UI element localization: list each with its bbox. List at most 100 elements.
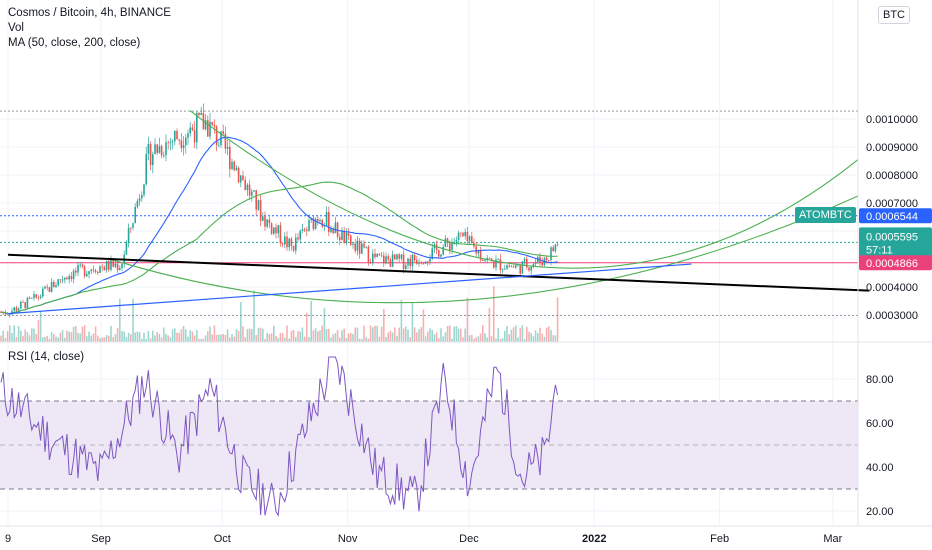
- candle-body: [86, 274, 88, 277]
- volume-bar: [532, 336, 535, 342]
- volume-bar: [323, 308, 326, 342]
- volume-bar: [81, 326, 84, 342]
- candle-body: [57, 279, 59, 286]
- candle-body: [182, 145, 185, 149]
- candle-body: [53, 281, 55, 288]
- candle-body: [354, 243, 356, 251]
- candle-body: [136, 200, 139, 207]
- candle-body: [97, 271, 99, 273]
- candle-body: [77, 264, 79, 273]
- volume-bar: [312, 330, 315, 342]
- candle-body: [6, 314, 9, 316]
- candle-body: [317, 218, 319, 222]
- volume-bar: [387, 332, 389, 342]
- volume-bar: [422, 309, 425, 342]
- volume-bar: [24, 329, 26, 342]
- candle-body: [466, 231, 469, 242]
- rsi-band: [0, 400, 858, 490]
- candle-body: [103, 267, 106, 271]
- candle-body: [446, 238, 449, 244]
- volume-bar: [220, 334, 222, 342]
- volume-bar: [141, 338, 143, 342]
- candle-body: [380, 255, 383, 257]
- candle-body: [196, 112, 198, 143]
- volume-bar: [460, 328, 462, 342]
- candle-body: [512, 266, 515, 268]
- candle-body: [325, 212, 328, 226]
- volume-bar: [400, 299, 403, 342]
- candle-body: [251, 191, 253, 196]
- volume-bar: [299, 331, 301, 342]
- candle-body: [235, 167, 238, 171]
- volume-bar: [402, 328, 405, 342]
- candle-body: [493, 261, 495, 268]
- volume-bar: [380, 326, 383, 342]
- candle-body: [237, 167, 240, 183]
- candle-body: [295, 237, 297, 251]
- candle-body: [61, 279, 64, 281]
- current-price-bg: [859, 227, 932, 258]
- candle-body: [460, 232, 462, 234]
- candle-body: [334, 222, 337, 234]
- volume-bar: [198, 338, 200, 342]
- volume-bar: [292, 330, 295, 342]
- volume-bar: [545, 327, 548, 342]
- candle-body: [290, 238, 293, 247]
- volume-bar: [15, 336, 18, 342]
- volume-bar: [105, 335, 108, 342]
- candle-body: [253, 190, 255, 192]
- candle-body: [556, 244, 559, 246]
- candle-body: [79, 264, 81, 266]
- volume-bar: [66, 330, 68, 342]
- candle-body: [13, 307, 15, 311]
- candle-body: [510, 266, 513, 268]
- candle-body: [297, 237, 299, 240]
- volume-bar: [116, 327, 119, 342]
- volume-bar: [510, 329, 513, 342]
- candle-body: [284, 236, 286, 245]
- candle-body: [495, 259, 497, 268]
- volume-bar: [504, 330, 506, 342]
- candle-body: [427, 261, 429, 263]
- candle-body: [141, 195, 143, 199]
- candle-body: [328, 212, 330, 233]
- candle-body: [138, 198, 141, 201]
- volume-bar: [9, 325, 11, 342]
- volume-bar: [50, 332, 53, 342]
- candle-body: [523, 258, 526, 262]
- volume-bar: [506, 325, 508, 342]
- volume-bar: [147, 331, 150, 342]
- currency-button[interactable]: BTC: [878, 6, 910, 24]
- candle-body: [391, 254, 394, 267]
- candle-body: [209, 121, 211, 137]
- volume-bar: [39, 311, 42, 342]
- volume-bar: [361, 338, 363, 342]
- volume-bar: [72, 326, 75, 342]
- candle-body: [229, 146, 231, 170]
- candle-body: [389, 259, 392, 267]
- volume-bar: [495, 338, 497, 342]
- volume-bar: [207, 331, 209, 342]
- volume-bar: [79, 333, 81, 342]
- candle-body: [449, 243, 451, 250]
- volume-bar: [433, 334, 436, 342]
- candle-body: [301, 229, 304, 231]
- volume-bar: [442, 336, 444, 342]
- volume-bar: [110, 325, 112, 342]
- candle-body: [521, 261, 524, 274]
- candle-body: [167, 142, 169, 144]
- volume-bar: [416, 332, 418, 342]
- rsi-path: [0, 356, 559, 517]
- volume-bar: [345, 338, 348, 342]
- volume-bar: [237, 330, 240, 342]
- rsi-axis-labels: 80.00 60.00 40.00 20.00: [866, 374, 894, 518]
- candle-body: [163, 155, 165, 157]
- symbol-tag: ATOMBTC: [795, 207, 856, 223]
- candle-body: [215, 126, 218, 146]
- candlesticks: [0, 103, 559, 318]
- volume-bar: [526, 326, 528, 342]
- candle-body: [114, 263, 117, 267]
- volume-bar: [424, 336, 427, 342]
